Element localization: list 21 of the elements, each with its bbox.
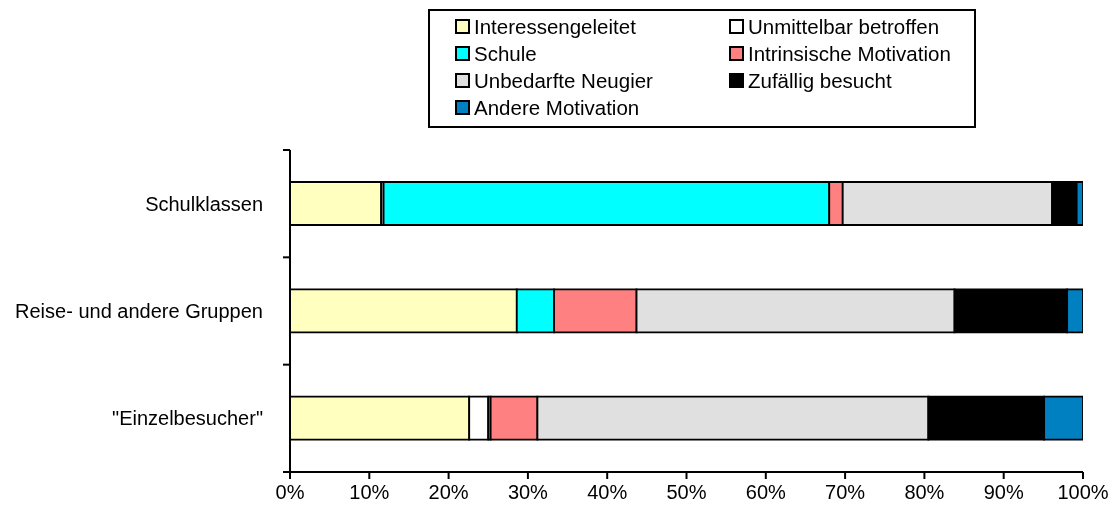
y-tick-label: "Einzelbesucher" <box>112 407 263 430</box>
x-tick-label: 0% <box>275 481 305 504</box>
legend-label: Schule <box>474 41 537 65</box>
legend-label: Unmittelbar betroffen <box>748 14 940 38</box>
x-tick-label: 10% <box>349 481 390 504</box>
legend-label: Andere Motivation <box>474 95 640 119</box>
x-tick-label: 20% <box>428 481 469 504</box>
x-tick-label: 60% <box>745 481 787 504</box>
y-tick-label: Schulklassen <box>145 192 263 215</box>
x-tick-label: 70% <box>825 481 866 504</box>
legend-label: Interessengeleitet <box>474 14 636 38</box>
legend-label: Intrinsische Motivation <box>748 41 951 65</box>
x-tick-label: 30% <box>507 481 549 504</box>
legend-label: Unbedarfte Neugier <box>474 68 653 92</box>
y-tick-label: Reise- und andere Gruppen <box>15 300 263 322</box>
x-tick-label: 40% <box>587 481 628 504</box>
x-tick-label: 50% <box>666 481 707 504</box>
legend-label: Zufällig besucht <box>748 68 892 92</box>
x-tick-label: 80% <box>904 481 945 504</box>
x-tick-label: 90% <box>983 481 1024 504</box>
x-tick-label: 100% <box>1057 481 1109 504</box>
